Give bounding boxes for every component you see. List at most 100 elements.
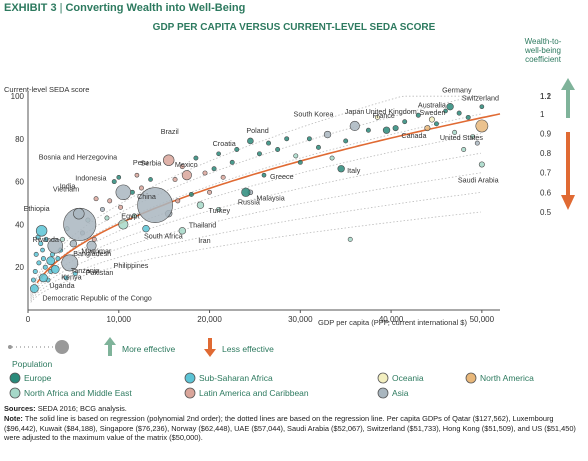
country-label: Iran	[198, 236, 210, 245]
country-point	[349, 120, 360, 131]
data-point	[452, 129, 458, 135]
y-tick-label: 60	[15, 178, 24, 187]
less-effective-icon	[204, 338, 216, 357]
country-point	[115, 184, 132, 201]
country-point	[40, 247, 45, 253]
country-point	[337, 165, 345, 173]
country-label: Greece	[270, 172, 294, 181]
exhibit-number: EXHIBIT 3	[4, 2, 57, 14]
data-point	[91, 236, 97, 242]
data-point	[293, 153, 299, 159]
country-label: India	[60, 181, 76, 190]
coefficient-label: 1.1	[540, 92, 552, 101]
data-point	[55, 256, 61, 262]
country-label: South Korea	[294, 110, 334, 119]
coefficient-label: 0.9	[540, 129, 552, 138]
country-point	[424, 125, 431, 132]
country-label: Brazil	[161, 127, 179, 136]
data-point	[211, 166, 217, 172]
country-point	[137, 187, 173, 223]
country-label: United States	[440, 133, 484, 142]
country-label: Rwanda	[33, 235, 59, 244]
country-point	[148, 177, 153, 182]
coefficient-curve	[30, 172, 481, 300]
coefficient-label: 0.6	[540, 188, 552, 197]
coefficient-curve	[30, 192, 481, 302]
coefficient-label: 0.8	[540, 149, 552, 158]
coefficient-label: 0.5	[540, 208, 552, 217]
country-point	[181, 170, 192, 181]
data-point	[306, 136, 312, 142]
country-point	[443, 108, 448, 114]
country-label: Egypt	[121, 211, 139, 220]
country-label: Italy	[347, 166, 361, 175]
data-point	[316, 144, 321, 150]
country-label: Saudi Arabia	[458, 175, 499, 184]
y-tick-label: 100	[11, 92, 25, 101]
data-point	[30, 277, 36, 283]
legend-north_america-label: North America	[480, 373, 534, 383]
data-point	[434, 121, 439, 127]
data-point	[40, 256, 46, 262]
country-label: Russia	[238, 197, 260, 206]
data-point	[107, 198, 113, 204]
country-point	[86, 240, 97, 251]
country-point	[46, 256, 56, 266]
y-tick-label: 80	[15, 135, 24, 144]
exhibit-title: Converting Wealth into Well-Being	[65, 2, 246, 14]
country-label: Ethiopia	[24, 204, 50, 213]
country-label: Switzerland	[462, 94, 499, 103]
country-point	[247, 137, 254, 145]
data-point	[257, 151, 262, 157]
legend-europe-swatch	[9, 372, 21, 384]
x-tick-label: 20,000	[197, 315, 222, 324]
x-tick-label: 40,000	[379, 315, 404, 324]
more-effective-icon	[104, 337, 116, 356]
data-point	[36, 260, 42, 266]
country-label: Peru	[133, 158, 148, 167]
data-point	[33, 251, 39, 257]
country-point	[475, 119, 489, 133]
country-point	[162, 154, 175, 166]
coefficient-curve	[30, 113, 481, 295]
data-point	[474, 140, 480, 146]
country-label: Serbia	[141, 158, 162, 167]
country-point	[478, 161, 485, 168]
data-point	[111, 179, 117, 185]
country-label: Germany	[442, 86, 472, 95]
data-point	[188, 191, 194, 197]
coefficient-curve	[30, 133, 481, 297]
chart-subtitle: GDP PER CAPITA VERSUS CURRENT-LEVEL SEDA…	[152, 22, 436, 33]
country-point	[47, 238, 63, 254]
coefficient-title-line: Wealth-to-	[525, 37, 562, 46]
data-point	[229, 159, 235, 165]
data-point	[470, 134, 476, 140]
country-point	[392, 125, 399, 132]
country-point	[35, 225, 48, 237]
note-text: The solid line is based on regression (p…	[4, 414, 576, 442]
country-point	[39, 273, 48, 283]
data-point	[375, 114, 380, 120]
data-point	[347, 236, 353, 242]
legend-subsaharan-label: Sub-Saharan Africa	[199, 373, 273, 383]
sources-label: Sources:	[4, 404, 36, 413]
data-point	[93, 196, 99, 202]
data-point	[118, 204, 124, 210]
x-tick-label: 50,000	[470, 315, 495, 324]
regression-line	[36, 113, 501, 284]
data-point	[456, 110, 462, 116]
country-point	[446, 103, 454, 111]
country-label: Mexico	[175, 160, 198, 169]
country-label: Sweden	[420, 108, 446, 117]
data-point	[139, 185, 144, 191]
country-label: Australia	[418, 101, 446, 110]
country-label: Indonesia	[75, 173, 106, 182]
country-label: Democratic Republic of the Congo	[42, 294, 151, 303]
country-label: Bangladesh	[73, 249, 111, 258]
country-label: Tanzania	[71, 266, 100, 275]
coefficient-label: 1	[540, 110, 545, 119]
data-point	[275, 147, 281, 152]
country-point	[73, 208, 85, 220]
legend-asia-swatch	[377, 387, 389, 399]
coefficient-title: Wealth-to-well-being coefficient	[524, 37, 562, 64]
